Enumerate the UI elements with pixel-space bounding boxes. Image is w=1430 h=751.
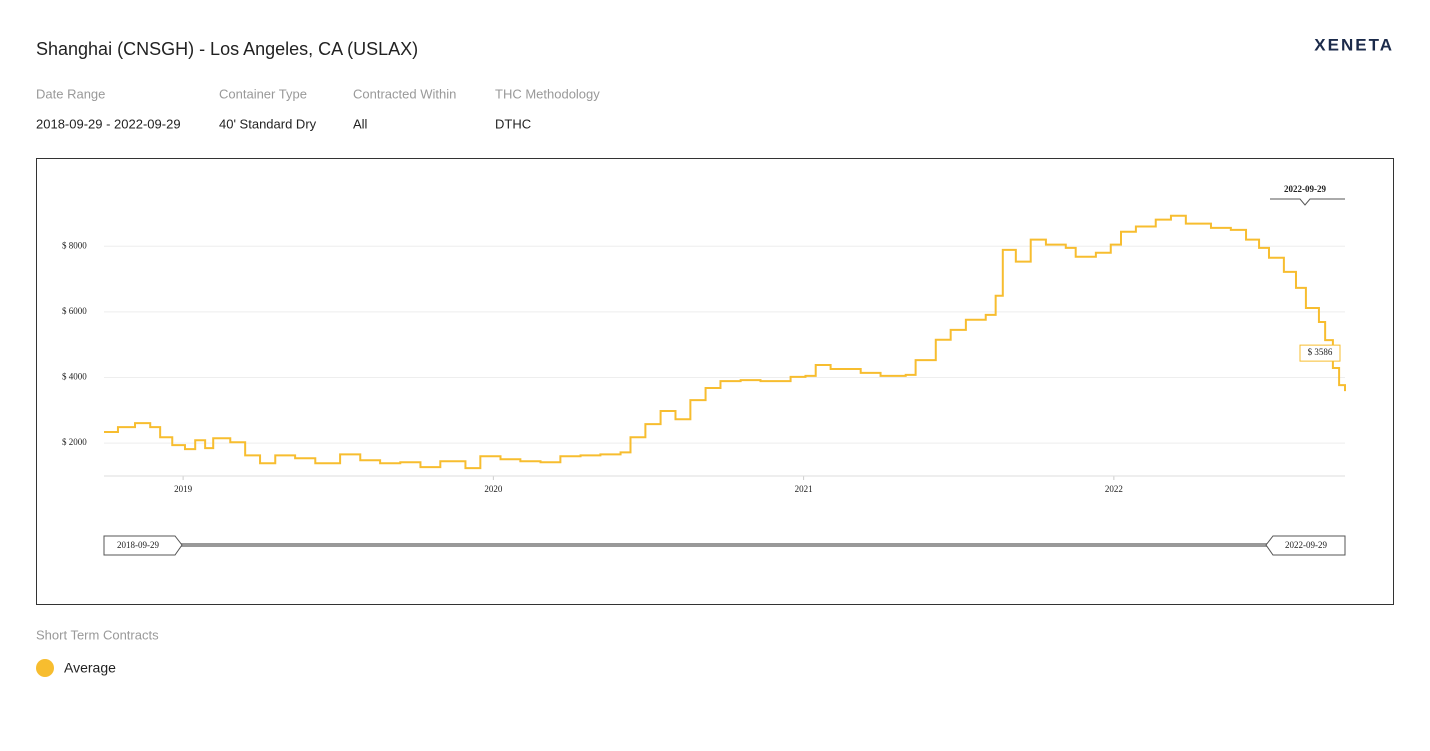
range-end-label: 2022-09-29 bbox=[1285, 540, 1327, 550]
line-series bbox=[104, 214, 1346, 470]
filter-value: 40' Standard Dry bbox=[219, 116, 317, 131]
x-tick-label: 2022 bbox=[1105, 484, 1123, 494]
x-tick-label: 2020 bbox=[484, 484, 503, 494]
filter-value: 2018-09-29 - 2022-09-29 bbox=[36, 116, 181, 131]
y-tick-label: $ 6000 bbox=[62, 306, 87, 316]
x-tick-label: 2019 bbox=[174, 484, 193, 494]
filter-value: DTHC bbox=[495, 116, 531, 131]
annotation-label: $ 3586 bbox=[1308, 347, 1333, 357]
crosshair-label: 2022-09-29 bbox=[1284, 184, 1326, 194]
y-tick-label: $ 2000 bbox=[62, 437, 87, 447]
crosshair-flag bbox=[1270, 198, 1345, 206]
annotation-box bbox=[1299, 344, 1341, 362]
legend-label[interactable]: Average bbox=[64, 660, 116, 676]
brand-logo: XENETA bbox=[1314, 35, 1394, 54]
filter-label: Container Type bbox=[219, 86, 307, 101]
chart-frame bbox=[36, 158, 1394, 605]
chart-title: Shanghai (CNSGH) - Los Angeles, CA (USLA… bbox=[36, 39, 418, 59]
y-tick-label: $ 4000 bbox=[62, 372, 87, 382]
filter-label: Date Range bbox=[36, 86, 105, 101]
filter-value: All bbox=[353, 116, 368, 131]
x-tick-label: 2021 bbox=[795, 484, 813, 494]
filter-label: THC Methodology bbox=[495, 86, 600, 101]
range-start-label: 2018-09-29 bbox=[117, 540, 159, 550]
range-handle-end[interactable] bbox=[1265, 535, 1346, 556]
filter-label: Contracted Within bbox=[353, 86, 456, 101]
legend-marker bbox=[36, 659, 54, 677]
y-tick-label: $ 8000 bbox=[62, 240, 87, 250]
range-handle-start[interactable] bbox=[103, 535, 183, 556]
legend-title: Short Term Contracts bbox=[36, 627, 159, 642]
